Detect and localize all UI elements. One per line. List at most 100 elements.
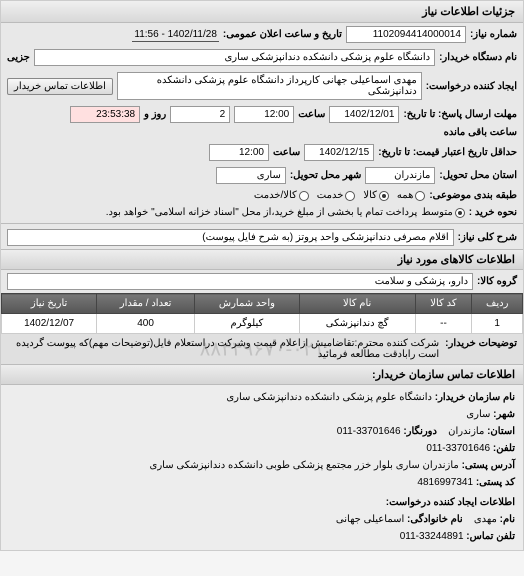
- radio-circle-icon: [455, 208, 465, 218]
- col-qty: تعداد / مقدار: [97, 294, 195, 314]
- contact-phone-label: تلفن تماس:: [466, 531, 515, 542]
- col-unit: واحد شمارش: [195, 294, 300, 314]
- org-label: نام سازمان خریدار:: [435, 392, 515, 403]
- contact-city-value: ساری: [466, 409, 490, 420]
- cell-index: 1: [472, 314, 523, 334]
- radio-all[interactable]: همه: [397, 190, 425, 201]
- buyer-label: نام دستگاه خریدار:: [439, 52, 517, 63]
- time-label-2: ساعت: [273, 147, 300, 158]
- contact-info-button[interactable]: اطلاعات تماس خریدار: [7, 78, 113, 95]
- days-remaining-field: 2: [170, 106, 230, 123]
- budget-radio-group: همه کالا خدمت کالا/خدمت: [254, 190, 425, 201]
- datetime-label: تاریخ و ساعت اعلان عمومی:: [223, 29, 342, 40]
- contact-province-line: استان: مازندران دورنگار: 33701646-011: [9, 424, 515, 440]
- cell-date: 1402/12/07: [2, 314, 97, 334]
- city-field: ساری: [216, 167, 286, 184]
- radio-circle-icon: [415, 191, 425, 201]
- radio-medium-label: متوسط: [421, 207, 452, 218]
- panel-title: جزئیات اطلاعات نیاز: [1, 1, 523, 23]
- radio-circle-icon: [379, 191, 389, 201]
- creator-phone-line: تلفن تماس: 33244891-011: [9, 529, 515, 545]
- phone-value: 33701646-011: [426, 443, 490, 454]
- table-header-row: ردیف کد کالا نام کالا واحد شمارش تعداد /…: [2, 294, 523, 314]
- row-valid: حداقل تاریخ اعتبار قیمت: تا تاریخ: 1402/…: [1, 141, 523, 164]
- creator-field: مهدی اسماعیلی جهانی کارپرداز دانشگاه علو…: [117, 72, 422, 100]
- row-desc: شرح کلی نیاز: اقلام مصرفی دندانپزشکی واح…: [1, 226, 523, 249]
- col-date: تاریخ نیاز: [2, 294, 97, 314]
- time-remaining-field: 23:53:38: [70, 106, 140, 123]
- postal-value: 4816997341: [417, 477, 473, 488]
- details-panel: جزئیات اطلاعات نیاز شماره نیاز: 11020944…: [0, 0, 524, 551]
- desc-field: اقلام مصرفی دندانپزشکی واحد پروتز (به شر…: [7, 229, 454, 246]
- partial-label: جزیی: [7, 52, 30, 63]
- buyer-field: دانشگاه علوم پزشکی دانشکده دندانپزشکی سا…: [34, 49, 435, 66]
- row-request-no: شماره نیاز: 1102094414000014 تاریخ و ساع…: [1, 23, 523, 46]
- valid-date-field: 1402/12/15: [304, 144, 374, 161]
- contact-city-label: شهر:: [493, 409, 515, 420]
- radio-goods-label: کالا: [363, 190, 377, 201]
- radio-service-label: خدمت: [317, 190, 344, 201]
- note-label: توضیحات خریدار:: [445, 338, 517, 360]
- org-value: دانشگاه علوم پزشکی دانشکده دندانپزشکی سا…: [226, 392, 432, 403]
- request-no-label: شماره نیاز:: [470, 29, 517, 40]
- time-label-1: ساعت: [298, 109, 325, 120]
- row-deadline: مهلت ارسال پاسخ: تا تاریخ: 1402/12/01 سا…: [1, 103, 523, 141]
- cell-unit: کیلوگرم: [195, 314, 300, 334]
- radio-all-label: همه: [397, 190, 413, 201]
- budget-label: طبقه بندی موضوعی:: [429, 190, 517, 201]
- radio-goods-service[interactable]: کالا/خدمت: [254, 190, 309, 201]
- contact-postal-line: کد پستی: 4816997341: [9, 475, 515, 491]
- name-value: مهدی: [474, 514, 497, 525]
- phone-label: تلفن:: [493, 443, 515, 454]
- deadline-label: مهلت ارسال پاسخ: تا تاریخ:: [403, 109, 517, 120]
- creator-name-line: نام: مهدی نام خانوادگی: اسماعیلی جهانی: [9, 512, 515, 528]
- col-name: نام کالا: [299, 294, 415, 314]
- purchase-note: پرداخت تمام یا بخشی از مبلغ خرید،از محل …: [106, 207, 418, 218]
- cell-qty: 400: [97, 314, 195, 334]
- province-value: مازندران: [448, 426, 484, 437]
- req-creator-title: اطلاعات ایجاد کننده درخواست:: [9, 495, 515, 511]
- table-row: 1 -- گچ دندانپزشکی کیلوگرم 400 1402/12/0…: [2, 314, 523, 334]
- address-label: آدرس پستی:: [462, 460, 515, 471]
- address-value: مازندران ساری بلوار خزر مجتمع پزشکی طوبی…: [150, 460, 459, 471]
- row-location: استان محل تحویل: مازندران شهر محل تحویل:…: [1, 164, 523, 187]
- family-label: نام خانوادگی:: [407, 514, 463, 525]
- cell-name: گچ دندانپزشکی: [299, 314, 415, 334]
- col-code: کد کالا: [415, 294, 472, 314]
- group-field: دارو، پزشکی و سلامت: [7, 273, 473, 290]
- location-label: استان محل تحویل:: [439, 170, 517, 181]
- purchase-type-label: نحوه خرید :: [469, 207, 517, 218]
- deadline-date-field: 1402/12/01: [329, 106, 399, 123]
- goods-table: ردیف کد کالا نام کالا واحد شمارش تعداد /…: [1, 293, 523, 334]
- family-value: اسماعیلی جهانی: [336, 514, 404, 525]
- radio-circle-icon: [299, 191, 309, 201]
- radio-goods[interactable]: کالا: [363, 190, 389, 201]
- fax-label: دورنگار:: [403, 426, 437, 437]
- datetime-field: 1402/11/28 - 11:56: [132, 28, 219, 42]
- radio-medium[interactable]: متوسط: [421, 207, 464, 218]
- row-group: گروه کالا: دارو، پزشکی و سلامت: [1, 270, 523, 293]
- contact-section-title: اطلاعات تماس سازمان خریدار:: [1, 364, 523, 385]
- row-buyer: نام دستگاه خریدار: دانشگاه علوم پزشکی دا…: [1, 46, 523, 69]
- deadline-time-field: 12:00: [234, 106, 294, 123]
- contact-address-line: آدرس پستی: مازندران ساری بلوار خزر مجتمع…: [9, 458, 515, 474]
- remaining-label: ساعت باقی مانده: [444, 127, 517, 138]
- contact-phone-line: تلفن: 33701646-011: [9, 441, 515, 457]
- radio-service[interactable]: خدمت: [317, 190, 356, 201]
- request-no-field: 1102094414000014: [346, 26, 466, 43]
- desc-label: شرح کلی نیاز:: [458, 232, 517, 243]
- contact-section: نام سازمان خریدار: دانشگاه علوم پزشکی دا…: [1, 385, 523, 550]
- col-index: ردیف: [472, 294, 523, 314]
- separator: [1, 223, 523, 224]
- cell-code: --: [415, 314, 472, 334]
- valid-label: حداقل تاریخ اعتبار قیمت: تا تاریخ:: [378, 147, 517, 158]
- row-budget: طبقه بندی موضوعی: همه کالا خدمت کالا/خدم…: [1, 187, 523, 204]
- goods-section-title: اطلاعات کالاهای مورد نیاز: [1, 249, 523, 270]
- contact-org-line: نام سازمان خریدار: دانشگاه علوم پزشکی دا…: [9, 390, 515, 406]
- row-creator: ایجاد کننده درخواست: مهدی اسماعیلی جهانی…: [1, 69, 523, 103]
- note-text: شرکت کننده محترم:تقاضامیش ازاعلام قیمت و…: [7, 338, 439, 360]
- contact-city-line: شهر: ساری: [9, 407, 515, 423]
- province-label: استان:: [487, 426, 515, 437]
- buyer-note-block: توضیحات خریدار: شرکت کننده محترم:تقاضامی…: [1, 334, 523, 364]
- group-label: گروه کالا:: [477, 276, 517, 287]
